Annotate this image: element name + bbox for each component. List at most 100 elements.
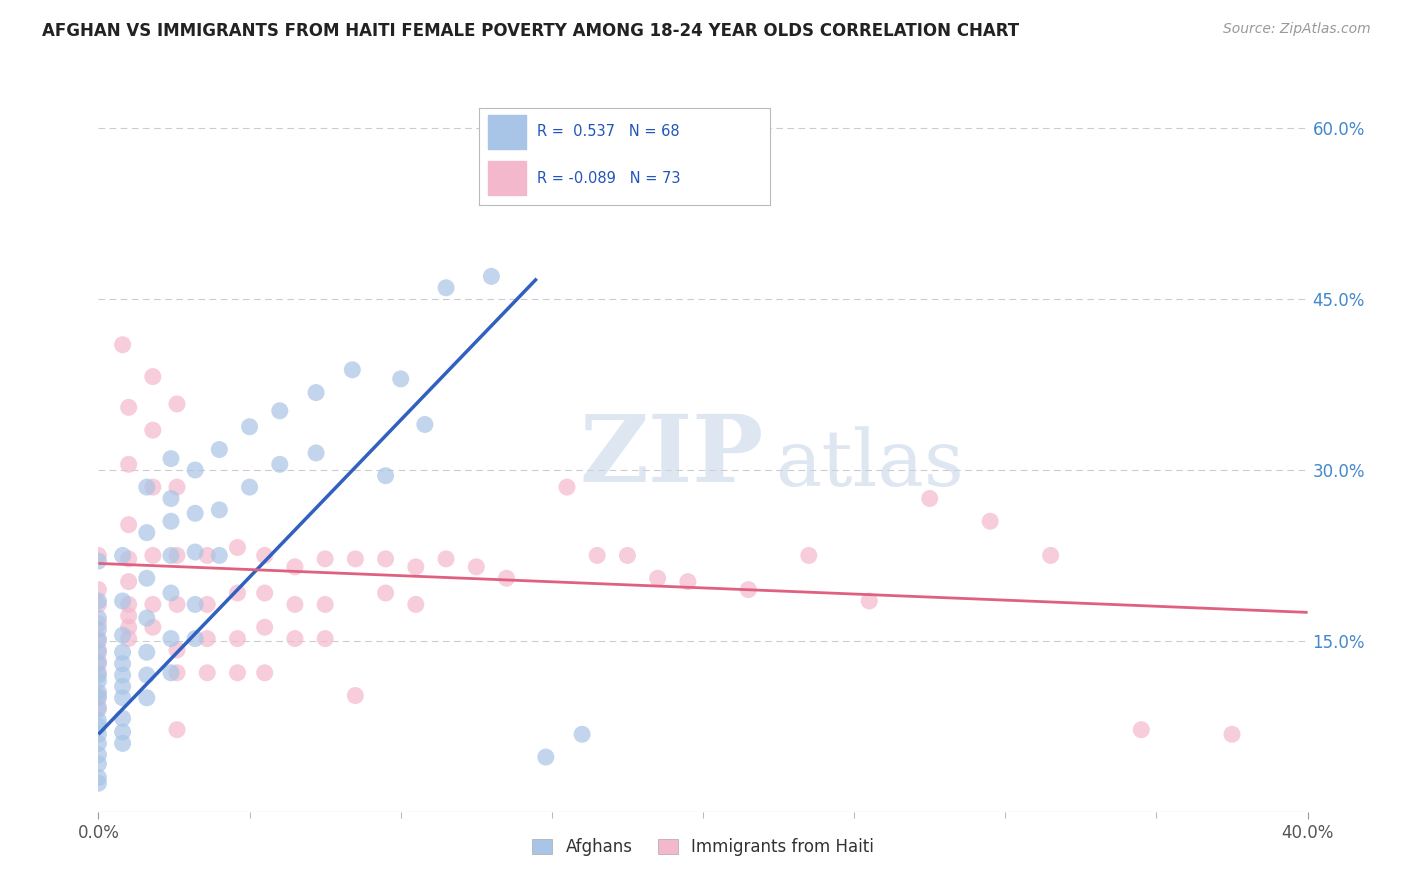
Point	[135, 690, 157, 705]
Point	[111, 645, 134, 659]
Point	[87, 756, 110, 771]
Point	[284, 632, 307, 646]
Point	[160, 665, 183, 680]
Point	[87, 719, 110, 733]
Point	[135, 480, 157, 494]
Point	[87, 727, 110, 741]
Point	[344, 689, 367, 703]
Point	[374, 552, 396, 566]
Point	[118, 620, 141, 634]
Point	[111, 628, 134, 642]
Point	[1130, 723, 1153, 737]
Text: atlas: atlas	[776, 425, 965, 501]
Point	[195, 632, 218, 646]
Point	[111, 711, 134, 725]
Point	[135, 525, 157, 540]
Point	[111, 549, 134, 563]
Point	[87, 700, 110, 714]
Point	[135, 668, 157, 682]
Point	[647, 571, 669, 585]
Point	[118, 458, 141, 472]
Point	[858, 594, 880, 608]
Point	[160, 586, 183, 600]
Point	[135, 571, 157, 585]
Point	[284, 559, 307, 574]
Point	[87, 689, 110, 703]
Point	[87, 582, 110, 597]
Point	[160, 451, 183, 466]
Point	[118, 552, 141, 566]
Point	[226, 665, 249, 680]
Point	[239, 419, 262, 434]
Point	[918, 491, 941, 506]
Point	[87, 611, 110, 625]
Point	[184, 506, 207, 520]
Point	[111, 668, 134, 682]
Point	[253, 586, 276, 600]
Point	[495, 571, 517, 585]
Point	[87, 747, 110, 762]
Point	[555, 480, 578, 494]
Point	[208, 549, 231, 563]
Point	[434, 552, 457, 566]
Point	[87, 702, 110, 716]
Point	[253, 549, 276, 563]
Point	[979, 514, 1001, 528]
Point	[226, 541, 249, 555]
Point	[342, 363, 364, 377]
Point	[405, 598, 427, 612]
Point	[111, 594, 134, 608]
Point	[166, 723, 188, 737]
Point	[314, 552, 336, 566]
Point	[87, 736, 110, 750]
Point	[239, 480, 262, 494]
Point	[166, 397, 188, 411]
Point	[111, 680, 134, 694]
Point	[87, 668, 110, 682]
Point	[374, 468, 396, 483]
Point	[184, 598, 207, 612]
Point	[160, 549, 183, 563]
Point	[305, 385, 328, 400]
Point	[253, 665, 276, 680]
Point	[87, 616, 110, 631]
Point	[87, 598, 110, 612]
Text: AFGHAN VS IMMIGRANTS FROM HAITI FEMALE POVERTY AMONG 18-24 YEAR OLDS CORRELATION: AFGHAN VS IMMIGRANTS FROM HAITI FEMALE P…	[42, 22, 1019, 40]
Point	[586, 549, 609, 563]
Point	[87, 632, 110, 646]
Point	[305, 446, 328, 460]
Point	[184, 463, 207, 477]
Point	[195, 549, 218, 563]
Point	[676, 574, 699, 589]
Point	[166, 549, 188, 563]
Legend: Afghans, Immigrants from Haiti: Afghans, Immigrants from Haiti	[526, 831, 880, 863]
Point	[374, 586, 396, 600]
Point	[118, 517, 141, 532]
Point	[195, 665, 218, 680]
Point	[166, 598, 188, 612]
Point	[166, 480, 188, 494]
Point	[87, 776, 110, 790]
Point	[314, 632, 336, 646]
Point	[284, 598, 307, 612]
Point	[195, 598, 218, 612]
Point	[166, 665, 188, 680]
Point	[534, 750, 557, 764]
Point	[87, 643, 110, 657]
Text: ZIP: ZIP	[579, 411, 763, 501]
Point	[208, 503, 231, 517]
Point	[166, 643, 188, 657]
Text: Source: ZipAtlas.com: Source: ZipAtlas.com	[1223, 22, 1371, 37]
Point	[111, 725, 134, 739]
Point	[571, 727, 593, 741]
Point	[118, 574, 141, 589]
Point	[142, 549, 165, 563]
Point	[269, 458, 291, 472]
Point	[208, 442, 231, 457]
Point	[142, 480, 165, 494]
Point	[142, 620, 165, 634]
Point	[87, 657, 110, 671]
Point	[413, 417, 436, 432]
Point	[142, 598, 165, 612]
Point	[87, 654, 110, 668]
